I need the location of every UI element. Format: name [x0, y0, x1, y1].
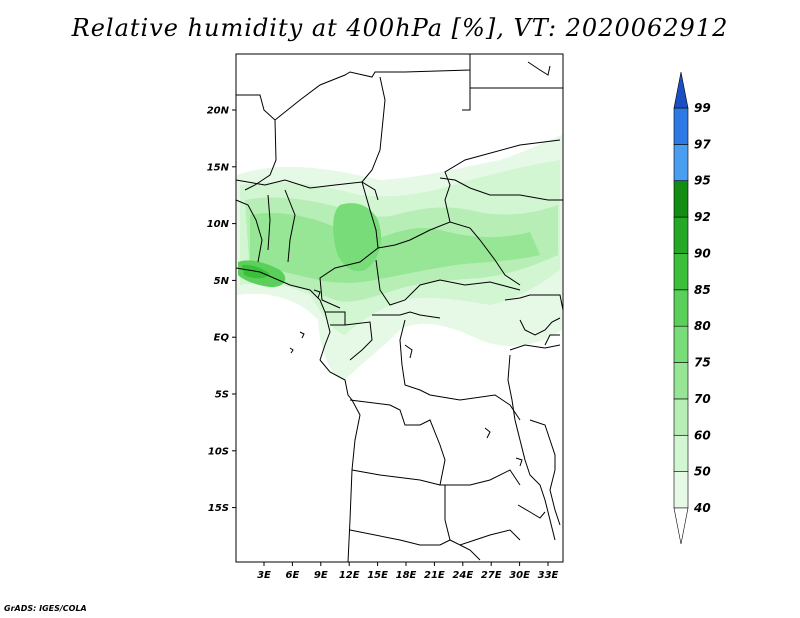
colorbar-over-triangle: [673, 71, 689, 109]
humidity-shading: [237, 135, 562, 380]
colorbar-label: 70: [694, 392, 711, 406]
colorbar: 40 50 60 70 75 80 85 90 92 95 97 99: [673, 71, 711, 545]
lat-tick-label: 20N: [207, 106, 230, 117]
colorbar-bin: [673, 325, 689, 363]
lat-tick-label: EQ: [214, 333, 230, 344]
lon-tick-label: 21E: [424, 570, 445, 581]
colorbar-bin: [673, 144, 689, 182]
lat-tick-label: 5S: [215, 390, 229, 401]
lon-tick-label: 24E: [452, 570, 473, 581]
latitude-axis: 20N 15N 10N 5N EQ 5S 10S 15S: [207, 106, 236, 514]
lon-tick-label: 15E: [367, 570, 388, 581]
colorbar-label: 85: [694, 283, 711, 297]
colorbar-label: 90: [694, 246, 711, 260]
lat-tick-label: 10N: [207, 219, 230, 230]
lon-tick-label: 9E: [314, 570, 328, 581]
lon-tick-label: 30E: [509, 570, 530, 581]
colorbar-label: 95: [694, 174, 711, 188]
colorbar-bin: [673, 216, 689, 254]
lat-tick-label: 5N: [214, 276, 230, 287]
lat-tick-label: 15N: [207, 162, 230, 173]
colorbar-label: 80: [694, 319, 711, 333]
lon-tick-label: 33E: [538, 570, 559, 581]
colorbar-bin: [673, 398, 689, 436]
lon-tick-label: 27E: [481, 570, 502, 581]
longitude-axis: 3E 6E 9E 12E 15E 18E 21E 24E 27E 30E 33E: [257, 562, 559, 581]
colorbar-bin: [673, 289, 689, 327]
colorbar-label: 50: [694, 465, 711, 479]
colorbar-bin: [673, 253, 689, 291]
colorbar-bin: [673, 434, 689, 472]
colorbar-label: 75: [694, 356, 711, 370]
grads-credit: GrADS: IGES/COLA: [4, 604, 87, 613]
map-title: Relative humidity at 400hPa [%], VT: 202…: [71, 14, 729, 42]
lat-tick-label: 15S: [208, 503, 229, 514]
country-borders: [235, 54, 564, 563]
colorbar-under-triangle: [673, 507, 689, 545]
colorbar-bin: [673, 107, 689, 145]
lon-tick-label: 12E: [339, 570, 360, 581]
colorbar-label: 40: [693, 501, 711, 515]
lat-tick-label: 10S: [208, 446, 229, 457]
colorbar-bin: [673, 180, 689, 218]
colorbar-label: 99: [694, 101, 711, 115]
colorbar-bin: [673, 362, 689, 400]
lon-tick-label: 3E: [257, 570, 271, 581]
colorbar-bin: [673, 471, 689, 509]
colorbar-label: 60: [694, 428, 711, 442]
lon-tick-label: 18E: [396, 570, 417, 581]
colorbar-label: 92: [694, 210, 711, 224]
colorbar-label: 97: [694, 137, 711, 151]
lon-tick-label: 6E: [286, 570, 300, 581]
